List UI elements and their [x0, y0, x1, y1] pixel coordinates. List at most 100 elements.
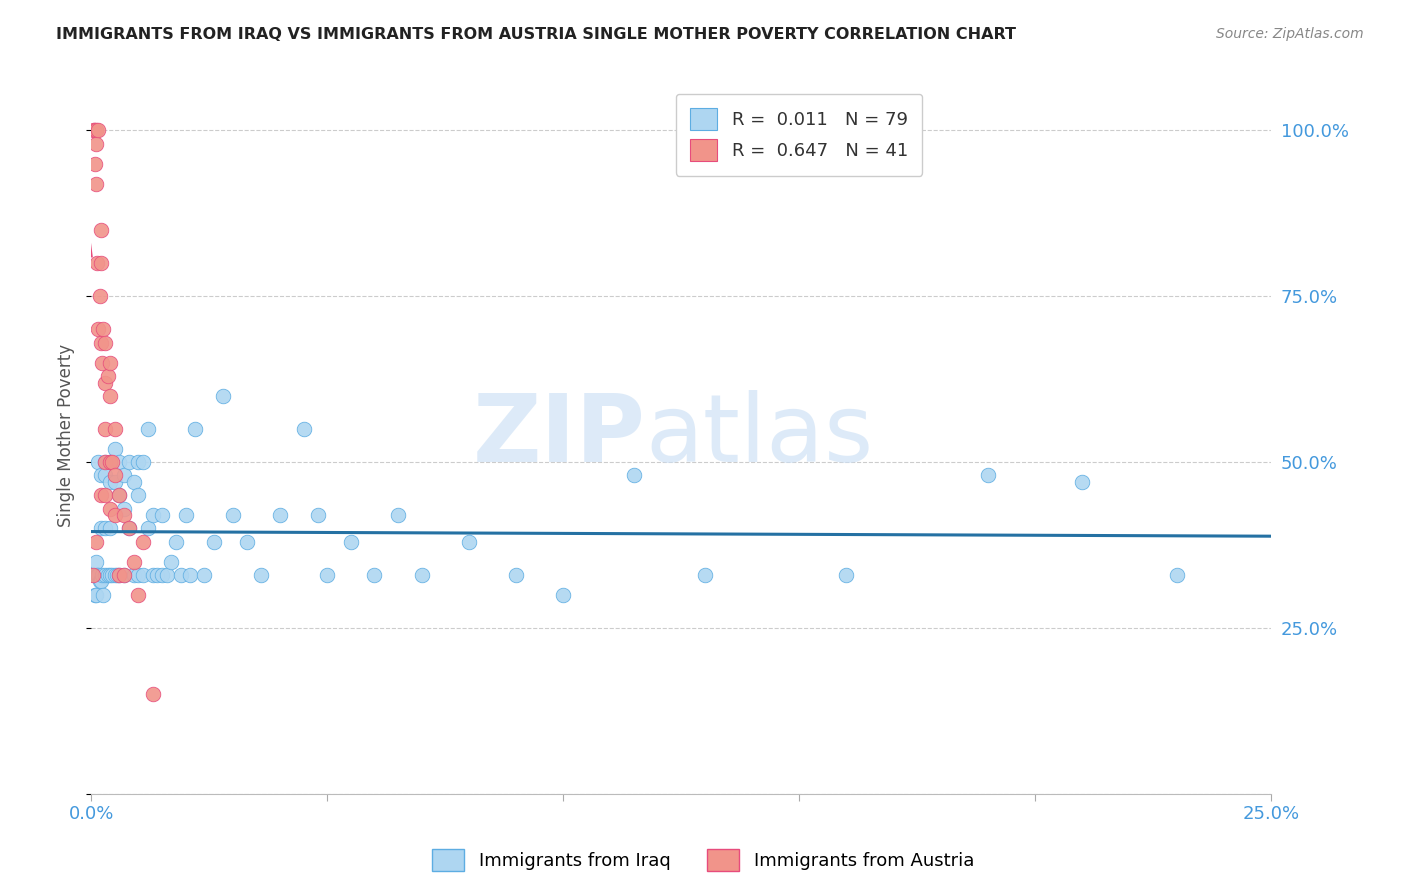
Point — [141, 687, 163, 701]
Point — [118, 455, 141, 469]
Point — [94, 376, 117, 390]
Point — [170, 567, 193, 582]
Point — [90, 335, 112, 350]
Point — [87, 567, 110, 582]
Point — [236, 534, 259, 549]
Point — [97, 567, 120, 582]
Point — [122, 555, 145, 569]
Point — [339, 534, 361, 549]
Point — [363, 567, 385, 582]
Point — [104, 422, 127, 436]
Point — [127, 488, 149, 502]
Point — [316, 567, 339, 582]
Point — [91, 322, 114, 336]
Text: IMMIGRANTS FROM IRAQ VS IMMIGRANTS FROM AUSTRIA SINGLE MOTHER POVERTY CORRELATIO: IMMIGRANTS FROM IRAQ VS IMMIGRANTS FROM … — [56, 27, 1017, 42]
Point — [250, 567, 273, 582]
Point — [101, 455, 124, 469]
Point — [87, 123, 110, 137]
Point — [165, 534, 187, 549]
Point — [98, 501, 121, 516]
Point — [84, 534, 107, 549]
Point — [307, 508, 329, 523]
Point — [86, 567, 108, 582]
Point — [90, 223, 112, 237]
Point — [83, 123, 105, 137]
Point — [112, 567, 135, 582]
Point — [84, 555, 107, 569]
Point — [94, 567, 117, 582]
Point — [269, 508, 291, 523]
Point — [108, 567, 131, 582]
Point — [193, 567, 215, 582]
Point — [202, 534, 225, 549]
Point — [98, 389, 121, 403]
Point — [127, 567, 149, 582]
Point — [132, 534, 155, 549]
Point — [87, 455, 110, 469]
Point — [693, 567, 716, 582]
Point — [94, 455, 117, 469]
Point — [150, 508, 173, 523]
Point — [94, 455, 117, 469]
Point — [94, 521, 117, 535]
Point — [292, 422, 315, 436]
Point — [98, 567, 121, 582]
Point — [89, 289, 111, 303]
Point — [457, 534, 479, 549]
Point — [136, 521, 159, 535]
Point — [118, 521, 141, 535]
Text: Source: ZipAtlas.com: Source: ZipAtlas.com — [1216, 27, 1364, 41]
Point — [160, 555, 183, 569]
Point — [212, 389, 235, 403]
Point — [84, 177, 107, 191]
Point — [94, 468, 117, 483]
Point — [835, 567, 858, 582]
Point — [98, 475, 121, 489]
Point — [127, 588, 149, 602]
Point — [108, 488, 131, 502]
Point — [91, 588, 114, 602]
Point — [184, 422, 207, 436]
Point — [90, 356, 112, 370]
Text: atlas: atlas — [645, 390, 875, 482]
Point — [505, 567, 527, 582]
Point — [83, 567, 105, 582]
Point — [82, 567, 104, 582]
Point — [84, 156, 107, 170]
Legend: Immigrants from Iraq, Immigrants from Austria: Immigrants from Iraq, Immigrants from Au… — [425, 842, 981, 879]
Point — [174, 508, 197, 523]
Point — [1071, 475, 1094, 489]
Point — [122, 567, 145, 582]
Point — [136, 422, 159, 436]
Point — [94, 422, 117, 436]
Point — [122, 475, 145, 489]
Point — [84, 588, 107, 602]
Point — [98, 356, 121, 370]
Point — [108, 567, 131, 582]
Point — [553, 588, 575, 602]
Point — [104, 442, 127, 456]
Point — [132, 567, 155, 582]
Point — [179, 567, 201, 582]
Point — [112, 567, 135, 582]
Legend: R =  0.011   N = 79, R =  0.647   N = 41: R = 0.011 N = 79, R = 0.647 N = 41 — [676, 94, 922, 176]
Point — [623, 468, 645, 483]
Point — [112, 468, 135, 483]
Point — [105, 567, 128, 582]
Point — [104, 508, 127, 523]
Point — [98, 521, 121, 535]
Point — [150, 567, 173, 582]
Point — [90, 256, 112, 270]
Point — [141, 567, 163, 582]
Point — [90, 567, 112, 582]
Point — [90, 574, 112, 589]
Point — [87, 322, 110, 336]
Point — [156, 567, 179, 582]
Point — [112, 508, 135, 523]
Point — [118, 521, 141, 535]
Point — [89, 574, 111, 589]
Point — [411, 567, 433, 582]
Y-axis label: Single Mother Poverty: Single Mother Poverty — [58, 344, 75, 527]
Point — [94, 335, 117, 350]
Point — [83, 123, 105, 137]
